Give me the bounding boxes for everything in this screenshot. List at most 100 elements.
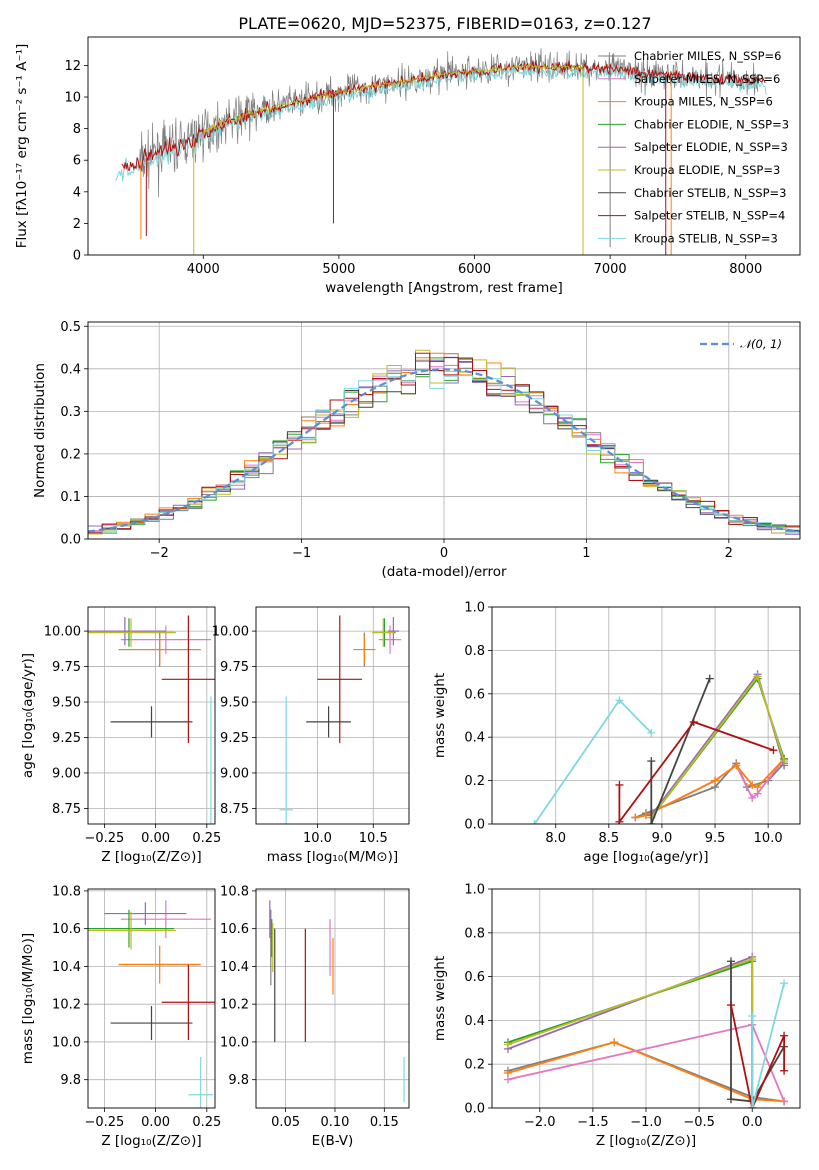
chart-weight_vs_Z: −2.0 −1.5 −1.0 −0.5 0.0 0.0 0.2 0.4 0.6 0.8 1.0 Z [… [432,883,801,1149]
y-tick-label: 0.6 [464,970,485,985]
x-tick-label: 0.00 [141,831,170,846]
legend-label: 𝒩(0, 1) [740,337,782,351]
y-tick-label: 9.50 [52,696,81,711]
y-tick-label: 0.4 [464,1014,485,1029]
x-tick-label: 4000 [187,262,220,277]
y-tick-label: 9.50 [220,696,249,711]
x-tick-label: −0.25 [84,831,124,846]
y-axis-label: mass [log₁₀(M/M⊙)] [20,933,36,1064]
y-tick-label: 8 [73,122,81,137]
x-axis-label: mass [log₁₀(M/M⊙)] [267,849,398,865]
chart-residuals: −2 −1 0 1 2 0.0 0.1 0.2 0.3 0.4 0.5 𝒩(0, 1) (data-mo… [32,320,801,580]
x-axis-label: E(B-V) [312,1133,354,1149]
x-tick-label: 0.00 [141,1115,170,1130]
x-tick-label: 7000 [594,262,627,277]
plot-area-age_vs_Z [88,615,215,824]
legend-label: Salpeter ELODIE, N_SSP=3 [634,140,788,154]
plot-area-residuals [88,349,800,535]
y-tick-label: 0.6 [464,687,485,702]
x-tick-label: 9.0 [652,831,673,846]
chart-age_vs_mass: 10.0 10.5 8.75 9.00 9.25 9.50 9.75 10.00 mass [l… [212,606,410,865]
y-tick-label: 12 [64,59,81,74]
axes-frame [87,606,216,825]
x-axis-label: (data-model)/error [381,564,507,580]
axes-frame [491,606,801,825]
y-tick-label: 0.0 [464,1102,485,1117]
x-tick-label: −2.0 [524,1115,556,1130]
x-axis-label: age [log₁₀(age/yr)] [583,849,708,865]
y-tick-label: 10.6 [52,922,81,937]
weight-line-krou_stelib [533,698,652,824]
legend-label: Kroupa MILES, N_SSP=6 [634,95,773,109]
y-tick-label: 9.8 [60,1073,81,1088]
y-tick-label: 10.0 [220,1035,249,1050]
y-tick-label: 10.8 [220,884,249,899]
y-tick-label: 9.25 [52,731,81,746]
x-tick-label: −1.0 [630,1115,662,1130]
x-tick-label: 0.15 [370,1115,399,1130]
x-axis-label: Z [log₁₀(Z/Z⊙)] [596,1133,696,1149]
x-axis-label: Z [log₁₀(Z/Z⊙)] [101,1133,201,1149]
y-tick-label: 10.0 [52,1035,81,1050]
x-tick-label: −0.5 [683,1115,715,1130]
weight-line-salp_stelib [730,1004,785,1108]
axes-frame [491,888,801,1109]
y-tick-label: 10 [64,91,81,106]
x-tick-label: 6000 [458,262,491,277]
axes-frame [255,888,410,1109]
x-tick-label: 0.25 [192,831,221,846]
x-tick-label: 0.25 [192,1115,221,1130]
x-tick-label: 10.5 [359,831,388,846]
axes-frame [87,888,216,1109]
x-tick-label: 8000 [729,262,762,277]
axes-frame [87,36,801,256]
y-tick-label: 9.8 [228,1073,249,1088]
plot-area-mass_vs_Z [88,900,215,1108]
y-tick-label: 0.4 [60,362,81,377]
x-axis-label: Z [log₁₀(Z/Z⊙)] [101,849,201,865]
chart-mass_vs_ebv: 0.05 0.10 0.15 9.8 10.0 10.2 10.4 10.6 10.8 E(B-V… [220,884,410,1149]
weight-line-salp_stelib [618,720,774,824]
y-tick-label: 10.4 [52,960,81,975]
histogram-krou_stelib [88,370,800,533]
y-tick-label: 8.75 [220,802,249,817]
y-axis-label: mass weight [432,956,448,1041]
spectrum-line [202,62,584,134]
x-tick-label: 9.5 [705,831,726,846]
y-axis-label: mass weight [432,673,448,758]
figure-title: PLATE=0620, MJD=52375, FIBERID=0163, z=0… [238,14,651,33]
y-tick-label: 0.0 [464,818,485,833]
y-tick-label: 10.00 [44,625,81,640]
y-tick-label: 6 [73,154,81,169]
y-tick-label: 0 [73,249,81,264]
x-tick-label: 5000 [322,262,355,277]
y-tick-label: 0.3 [60,405,81,420]
chart-weight_vs_age: 8.0 8.5 9.0 9.5 10.0 0.0 0.2 0.4 0.6 0.8 1.0 age [l… [432,601,801,865]
y-tick-label: 9.75 [220,660,249,675]
weight-line-chab_miles [507,1041,785,1103]
y-tick-label: 0.2 [464,1058,485,1073]
y-tick-label: 10.00 [212,625,249,640]
y-tick-label: 2 [73,217,81,232]
x-tick-label: −0.25 [84,1115,124,1130]
y-tick-label: 9.00 [52,766,81,781]
y-tick-label: 0.2 [464,774,485,789]
y-axis-label: Flux [fλ10⁻¹⁷ erg cm⁻² s⁻¹ A⁻¹] [14,44,30,249]
y-tick-label: 0.2 [60,447,81,462]
y-tick-label: 0.0 [60,533,81,548]
y-tick-label: 4 [73,185,81,200]
y-tick-label: 8.75 [52,802,81,817]
y-axis-label: age [log₁₀(age/yr)] [20,653,36,778]
x-tick-label: 8.5 [598,831,619,846]
plot-area-mass_vs_ebv [269,900,405,1103]
axes-frame [255,606,410,825]
weight-line-krou_stelib [751,982,785,1108]
x-tick-label: 8.0 [545,831,566,846]
y-tick-label: 10.8 [52,884,81,899]
plot-area-spectrum [114,48,767,255]
x-tick-label: 0.05 [271,1115,300,1130]
normal-curve [88,368,800,533]
y-tick-label: 9.75 [52,660,81,675]
